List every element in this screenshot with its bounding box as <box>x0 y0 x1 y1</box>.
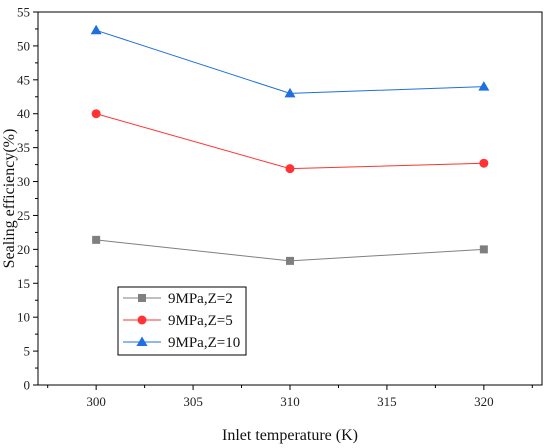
data-point <box>478 81 490 91</box>
y-tick-label: 30 <box>17 174 30 189</box>
x-tick-label: 310 <box>280 394 300 409</box>
legend-item: 9MPa,Z=10 <box>123 335 240 351</box>
legend-label: 9MPa,Z=5 <box>168 313 233 329</box>
series-2 <box>91 109 489 174</box>
y-tick-label: 20 <box>17 242 30 257</box>
x-tick-label: 305 <box>183 394 203 409</box>
y-tick-label: 0 <box>24 378 31 393</box>
legend-item: 9MPa,Z=5 <box>123 313 233 329</box>
y-tick-label: 25 <box>17 208 30 223</box>
legend: 9MPa,Z=2 9MPa,Z=5 9MPa,Z=10 <box>117 286 247 356</box>
data-point <box>91 109 101 119</box>
plot-frame <box>37 11 543 386</box>
series-layer <box>90 24 490 265</box>
x-axis-title: Inlet temperature (K) <box>222 427 358 444</box>
y-tick-label: 15 <box>17 276 30 291</box>
plot-area <box>37 11 543 386</box>
legend-marker <box>136 336 148 346</box>
data-point <box>479 245 488 254</box>
series-line <box>95 29 484 94</box>
x-tick-label: 300 <box>86 394 106 409</box>
data-point <box>92 235 101 244</box>
y-tick-label: 35 <box>17 140 30 155</box>
legend-marker <box>137 315 147 325</box>
legend-label: 9MPa,Z=10 <box>168 335 240 351</box>
legend-label: 9MPa,Z=2 <box>168 291 233 307</box>
y-tick-label: 5 <box>24 344 31 359</box>
data-point <box>479 158 489 168</box>
x-tick-label: 315 <box>377 394 397 409</box>
data-point <box>90 24 102 35</box>
series-1 <box>92 235 488 265</box>
y-tick-label: 45 <box>17 72 30 87</box>
y-tick-label: 50 <box>17 38 30 53</box>
data-point <box>285 164 295 174</box>
y-axis-title: Sealing efficiency(%) <box>1 129 18 269</box>
y-tick-label: 55 <box>17 5 30 20</box>
series-line <box>96 113 484 170</box>
legend-marker <box>138 294 146 302</box>
x-tick-label: 320 <box>474 394 494 409</box>
legend-item: 9MPa,Z=2 <box>123 291 233 307</box>
y-axis: 0 5 10 15 20 25 30 35 40 45 50 55 <box>17 5 38 393</box>
y-tick-label: 10 <box>17 310 30 325</box>
data-point <box>284 87 296 98</box>
data-point <box>286 256 294 265</box>
y-tick-label: 40 <box>17 106 30 121</box>
series-3 <box>90 24 490 98</box>
x-axis: 300 305 310 315 320 <box>47 385 533 409</box>
